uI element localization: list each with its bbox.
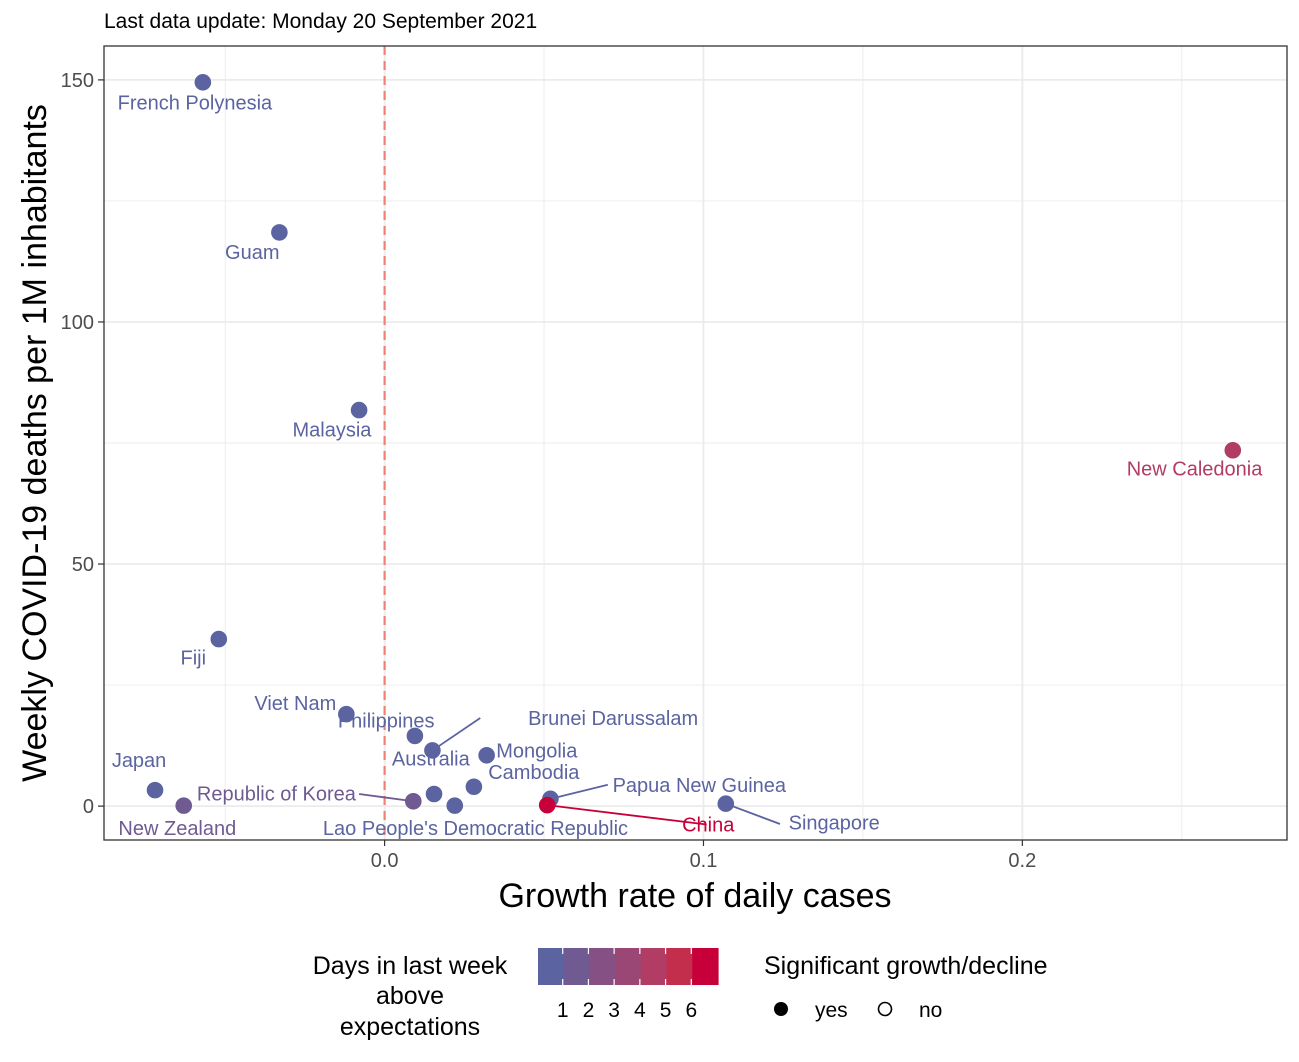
point-republic-of-korea (405, 792, 422, 810)
label-australia: Australia (392, 749, 471, 771)
data-points (146, 74, 1242, 814)
label-viet-nam: Viet Nam (254, 693, 336, 715)
shape-legend-item-no: no (919, 999, 942, 1022)
point-singapore (717, 795, 735, 812)
leader-line-papua-new-guinea (550, 783, 609, 800)
y-axis-ticks: 0 50 100 150 (61, 70, 104, 818)
color-legend-swatch (538, 948, 565, 985)
label-mongolia: Mongolia (496, 740, 578, 762)
point-fiji (210, 630, 228, 648)
point-guam (271, 224, 288, 241)
point-new-zealand (175, 797, 193, 814)
leader-line-singapore (725, 802, 781, 825)
point-french-polynesia (194, 74, 212, 91)
color-legend-bar (538, 948, 719, 985)
point-new-caledonia (1224, 441, 1242, 459)
label-french-polynesia: French Polynesia (118, 93, 273, 115)
label-new-caledonia: New Caledonia (1127, 459, 1264, 481)
leader-line-brunei-darussalam (431, 717, 481, 752)
y-tick-label: 150 (61, 70, 94, 92)
point-australia (425, 785, 443, 803)
color-legend-tick-label: 1 (557, 999, 569, 1022)
point-china (538, 796, 556, 814)
label-leader-lines (358, 717, 781, 826)
point-philippines (406, 727, 424, 745)
x-tick-label: 0.1 (690, 850, 718, 872)
color-legend-tick-label: 5 (660, 999, 672, 1022)
color-legend-swatch (615, 948, 642, 985)
shape-legend-title: Significant growth/decline (764, 952, 1048, 980)
point-brunei-darussalam (424, 742, 441, 759)
plot-border (103, 45, 1288, 841)
point-cambodia (465, 778, 483, 796)
color-legend-title-line1: Days in last week (313, 952, 508, 980)
color-legend-swatch (666, 948, 693, 985)
label-republic-of-korea: Republic of Korea (197, 784, 357, 806)
color-legend-tick-label: 4 (634, 999, 646, 1022)
point-japan (146, 781, 164, 799)
color-legend-tick-label: 3 (608, 999, 620, 1022)
color-legend-swatch (589, 948, 616, 985)
shape-legend-item-yes: yes (815, 999, 848, 1022)
color-legend-tick-label: 2 (583, 999, 595, 1022)
color-legend-title-line3: expectations (340, 1013, 480, 1041)
x-axis-ticks: 0.0 0.1 0.2 (371, 840, 1036, 872)
point-labels: French Polynesia Guam Malaysia New Caledoni… (112, 93, 1263, 840)
label-china: China (682, 815, 735, 837)
shape-legend-hollow-dot-icon (877, 1001, 893, 1017)
shape-legend-filled-dot-icon (774, 1002, 788, 1016)
shape-legend: Significant growth/decline yes no (764, 952, 1048, 1022)
label-new-zealand: New Zealand (118, 818, 236, 840)
point-viet-nam (338, 705, 355, 723)
color-legend-swatch (692, 948, 719, 985)
label-guam: Guam (225, 242, 279, 264)
color-legend-swatch (640, 948, 668, 985)
label-brunei-darussalam: Brunei Darussalam (528, 708, 698, 730)
chart-subtitle: Last data update: Monday 20 September 20… (104, 10, 537, 33)
label-singapore: Singapore (789, 813, 880, 835)
label-fiji: Fiji (181, 647, 207, 669)
leader-line-republic-of-korea (358, 793, 414, 803)
point-malaysia (350, 401, 368, 419)
label-cambodia: Cambodia (488, 762, 580, 784)
label-japan: Japan (112, 750, 167, 772)
label-papua-new-guinea: Papua New Guinea (613, 775, 787, 797)
y-tick-label: 100 (61, 312, 94, 334)
label-lao-people-s-democratic-republic: Lao People's Democratic Republic (323, 818, 628, 840)
color-legend-tick-label: 6 (685, 999, 697, 1022)
y-tick-label: 0 (83, 796, 94, 818)
x-tick-label: 0.0 (371, 850, 399, 872)
label-philippines: Philippines (338, 710, 435, 732)
color-legend-swatch (563, 948, 591, 985)
label-malaysia: Malaysia (293, 419, 373, 441)
leader-line-china (547, 804, 707, 826)
y-axis-title: Weekly COVID-19 deaths per 1M inhabitant… (16, 104, 54, 782)
point-lao-people-s-democratic-republic (446, 797, 464, 814)
color-legend-title-line2: above (376, 982, 444, 1010)
x-axis-title: Growth rate of daily cases (498, 877, 891, 915)
x-tick-label: 0.2 (1008, 850, 1036, 872)
y-tick-label: 50 (72, 554, 94, 576)
point-mongolia (478, 746, 495, 764)
